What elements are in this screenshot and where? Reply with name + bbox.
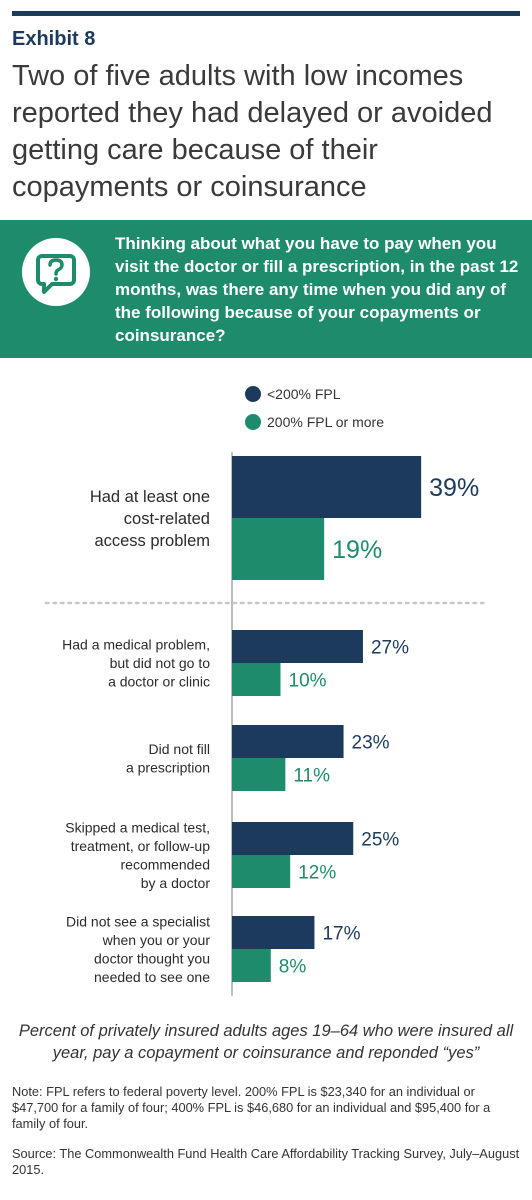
data-label: 39% bbox=[429, 474, 479, 502]
category-label: Had a medical problem, bbox=[62, 637, 210, 653]
question-banner: Thinking about what you have to pay when… bbox=[0, 220, 532, 358]
bar-higher-income bbox=[232, 518, 325, 580]
data-label: 8% bbox=[279, 956, 307, 977]
exhibit-label: Exhibit 8 bbox=[12, 28, 96, 50]
note-text: Note: FPL refers to federal poverty leve… bbox=[12, 1084, 491, 1131]
data-label: 17% bbox=[322, 923, 360, 944]
data-label: 19% bbox=[332, 536, 382, 564]
category-label: when you or your bbox=[102, 932, 211, 948]
survey-question: Thinking about what you have to pay when… bbox=[115, 234, 519, 345]
category-label: by a doctor bbox=[141, 875, 211, 891]
bar-higher-income bbox=[232, 663, 281, 696]
category-label: access problem bbox=[94, 532, 210, 550]
bar-low-income bbox=[232, 822, 354, 855]
bar-low-income bbox=[232, 630, 363, 663]
bar-low-income bbox=[232, 456, 422, 518]
data-label: 27% bbox=[371, 637, 409, 658]
category-label: Did not fill bbox=[149, 741, 210, 757]
question-speech-bubble-icon bbox=[22, 238, 90, 306]
category-label: Skipped a medical test, bbox=[65, 819, 210, 835]
category-label: cost-related bbox=[124, 510, 210, 528]
bar-higher-income bbox=[232, 758, 286, 791]
top-rule bbox=[12, 11, 520, 16]
bar-higher-income bbox=[232, 949, 271, 982]
legend-label: <200% FPL bbox=[267, 386, 341, 402]
category-label: Had at least one bbox=[90, 488, 210, 506]
data-label: 12% bbox=[298, 862, 336, 883]
legend-swatch-navy bbox=[245, 386, 261, 402]
bar-chart: 39% 19% Had at least one cost-related access… bbox=[44, 452, 490, 996]
data-label: 23% bbox=[352, 732, 390, 753]
category-label: recommended bbox=[121, 856, 211, 872]
data-label: 11% bbox=[293, 765, 330, 786]
chart-title: Two of five adults with low incomes repo… bbox=[12, 60, 493, 203]
bar-low-income bbox=[232, 725, 344, 758]
bar-higher-income bbox=[232, 855, 291, 888]
category-label: a doctor or clinic bbox=[108, 674, 210, 690]
category-label: a prescription bbox=[126, 759, 210, 775]
chart-caption: Percent of privately insured adults ages… bbox=[18, 1022, 514, 1062]
category-label: Did not see a specialist bbox=[66, 913, 210, 929]
legend-swatch-green bbox=[245, 414, 261, 430]
category-label: needed to see one bbox=[94, 969, 210, 985]
legend-label: 200% FPL or more bbox=[267, 414, 384, 430]
category-label: but did not go to bbox=[110, 655, 211, 671]
category-label: doctor thought you bbox=[94, 950, 210, 966]
bar-low-income bbox=[232, 916, 315, 949]
source-text: Source: The Commonwealth Fund Health Car… bbox=[12, 1146, 520, 1177]
data-label: 10% bbox=[289, 670, 327, 691]
data-label: 25% bbox=[361, 829, 399, 850]
category-label: treatment, or follow-up bbox=[71, 838, 210, 854]
